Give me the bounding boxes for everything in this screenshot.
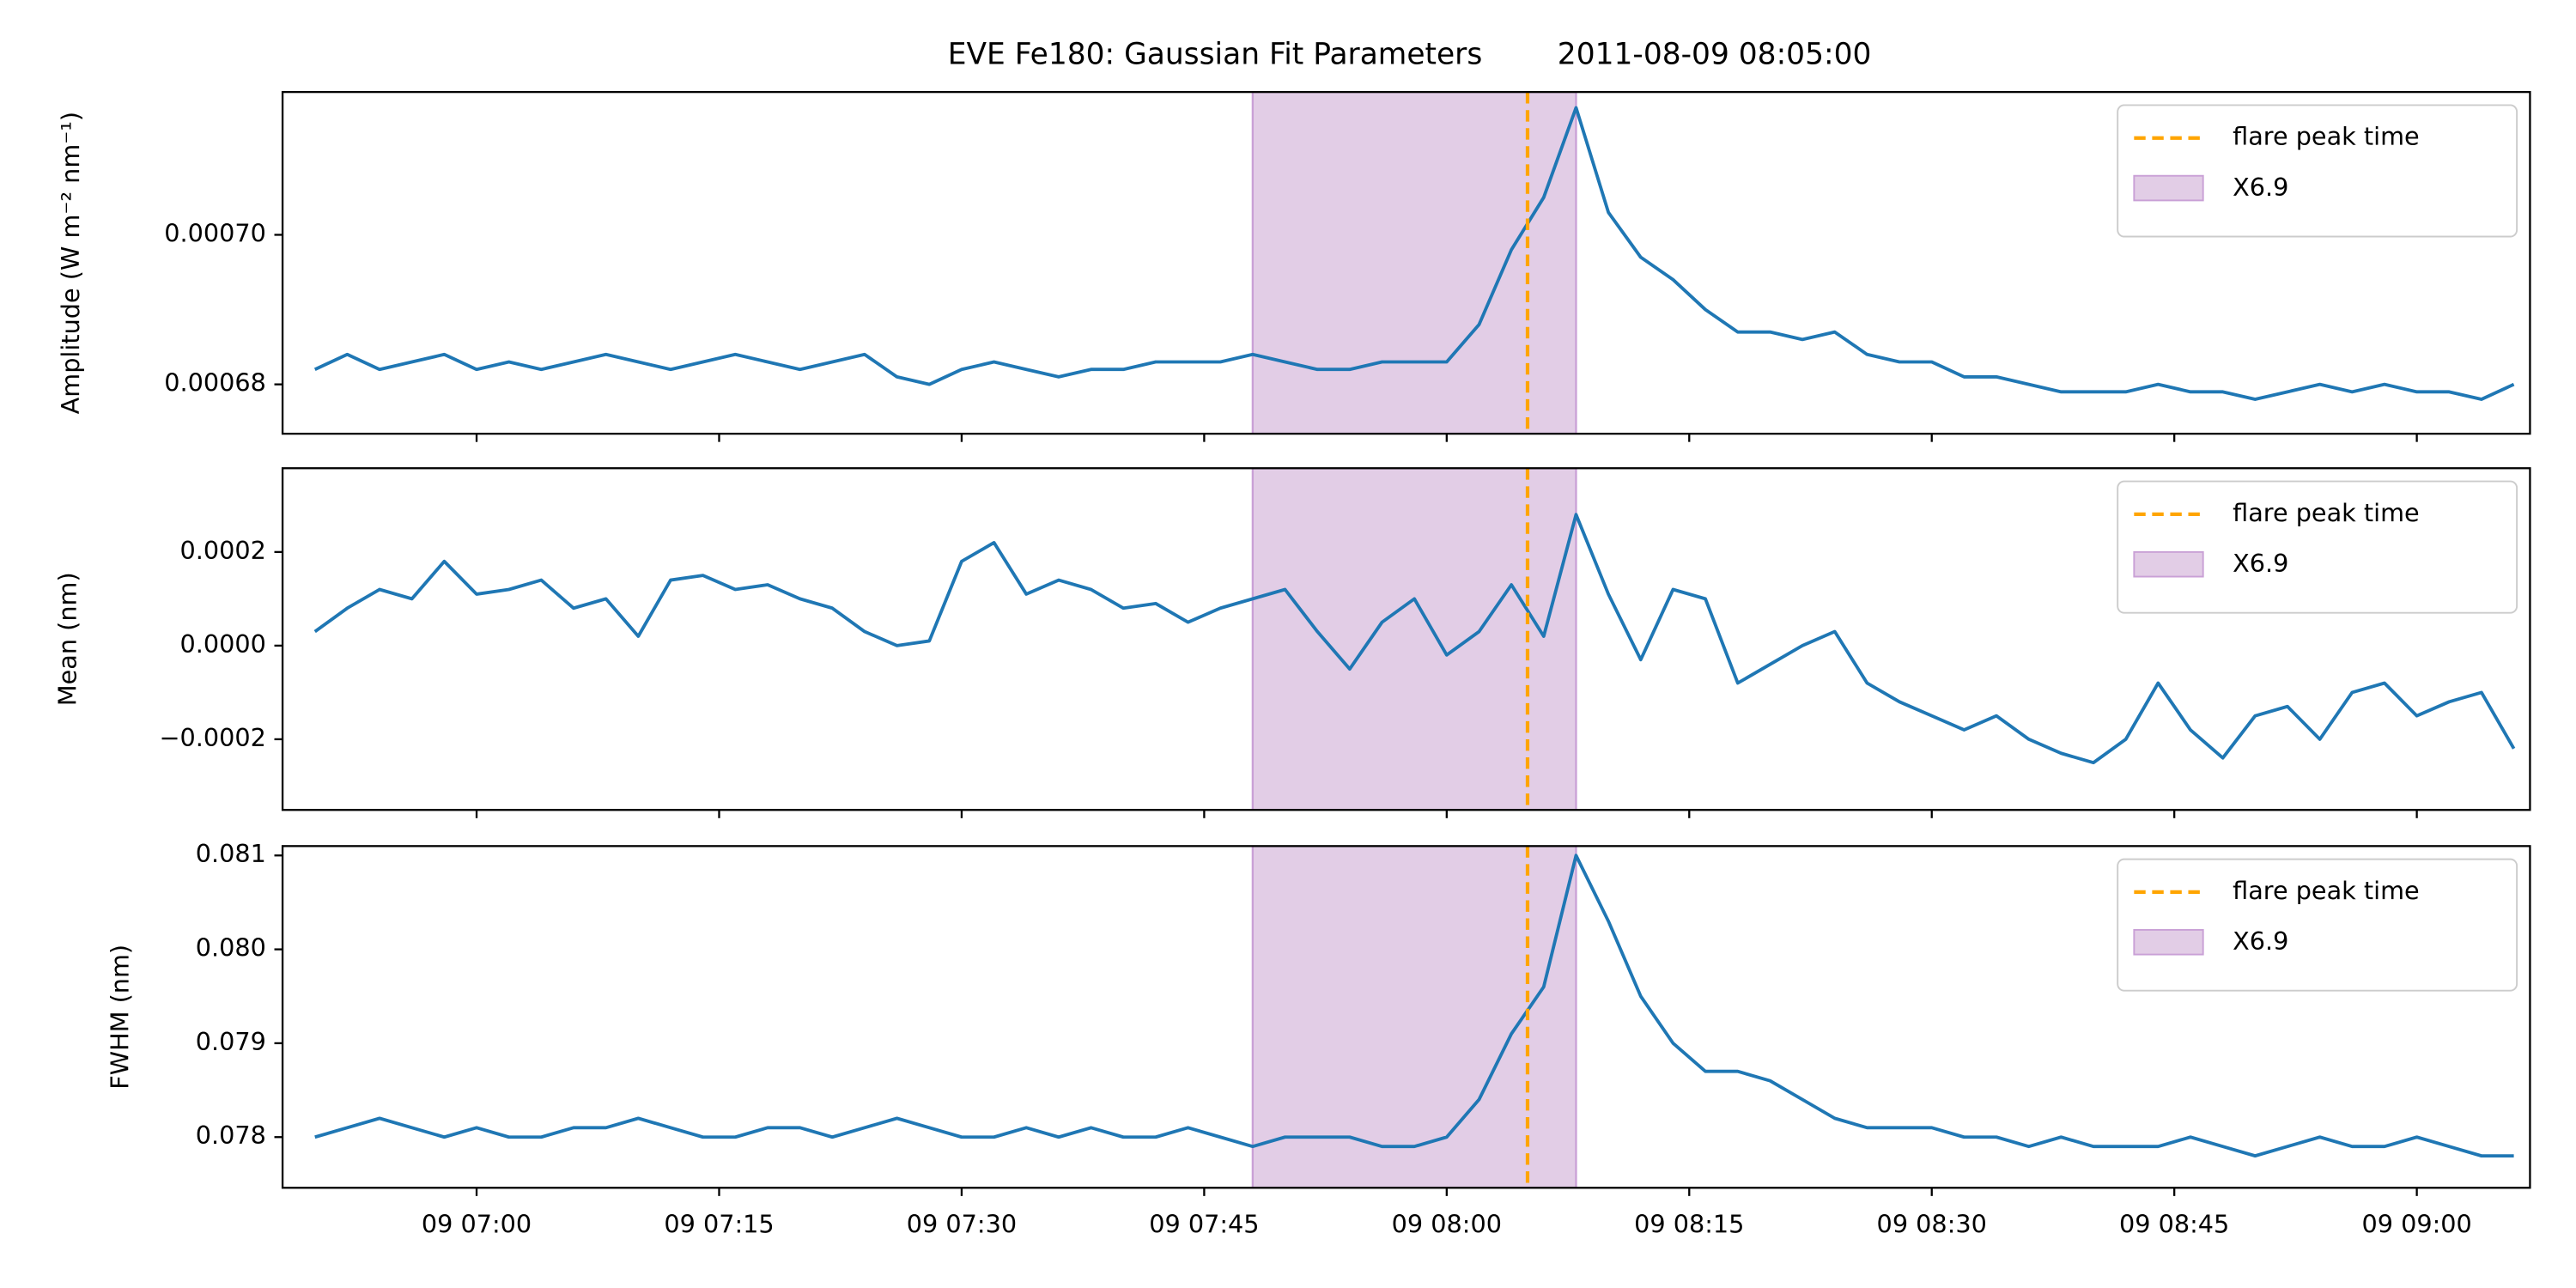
y-tick-label: 0.00068 bbox=[164, 368, 266, 398]
y-axis-label: Mean (nm) bbox=[52, 572, 82, 706]
y-tick-label: 0.080 bbox=[196, 933, 266, 963]
legend-box bbox=[2117, 858, 2518, 992]
x-tick-label: 09 07:15 bbox=[664, 1209, 774, 1238]
legend-box bbox=[2117, 104, 2518, 238]
x-tick-label: 09 08:00 bbox=[1392, 1209, 1502, 1238]
y-axis-label: Amplitude (W m⁻² nm⁻¹) bbox=[56, 112, 85, 414]
x-tick-label: 09 07:30 bbox=[907, 1209, 1017, 1238]
y-tick-label: 0.00070 bbox=[164, 218, 266, 247]
x-tick-label: 09 09:00 bbox=[2361, 1209, 2471, 1238]
axes-frame bbox=[281, 845, 2531, 1189]
y-tick-label: −0.0002 bbox=[160, 723, 266, 752]
plot-area bbox=[313, 92, 2515, 434]
legend-patch-swatch bbox=[2133, 174, 2204, 202]
flare-span bbox=[1251, 468, 1577, 811]
legend-box bbox=[2117, 480, 2518, 614]
legend-patch-swatch bbox=[2133, 928, 2204, 956]
axes-frame bbox=[281, 90, 2531, 435]
legend-label: flare peak time bbox=[2233, 498, 2420, 527]
x-tick-label: 09 08:45 bbox=[2119, 1209, 2229, 1238]
x-tick-label: 09 07:00 bbox=[422, 1209, 532, 1238]
legend-label: flare peak time bbox=[2233, 122, 2420, 151]
x-tick-label: 09 08:15 bbox=[1634, 1209, 1744, 1238]
axes-frame bbox=[281, 467, 2531, 811]
data-line bbox=[313, 106, 2515, 401]
y-tick-label: 0.078 bbox=[196, 1121, 266, 1150]
plot-area bbox=[314, 846, 2514, 1188]
y-tick-label: 0.079 bbox=[196, 1027, 266, 1056]
legend-label: X6.9 bbox=[2233, 173, 2288, 202]
legend-label: X6.9 bbox=[2233, 927, 2288, 956]
plot-area bbox=[313, 468, 2516, 811]
legend-label: X6.9 bbox=[2233, 549, 2288, 578]
data-line bbox=[313, 513, 2516, 765]
flare-span bbox=[1251, 92, 1577, 434]
y-axis-label: FWHM (nm) bbox=[106, 945, 135, 1090]
y-tick-label: 0.0002 bbox=[180, 536, 266, 565]
legend-patch-swatch bbox=[2133, 550, 2204, 578]
y-tick-label: 0.0000 bbox=[180, 629, 266, 659]
y-tick-label: 0.081 bbox=[196, 839, 266, 868]
x-tick-label: 09 07:45 bbox=[1149, 1209, 1259, 1238]
figure-title: EVE Fe180: Gaussian Fit Parameters 2011-… bbox=[948, 38, 1872, 72]
data-line bbox=[314, 854, 2514, 1158]
x-tick-label: 09 08:30 bbox=[1877, 1209, 1987, 1238]
legend-label: flare peak time bbox=[2233, 876, 2420, 905]
